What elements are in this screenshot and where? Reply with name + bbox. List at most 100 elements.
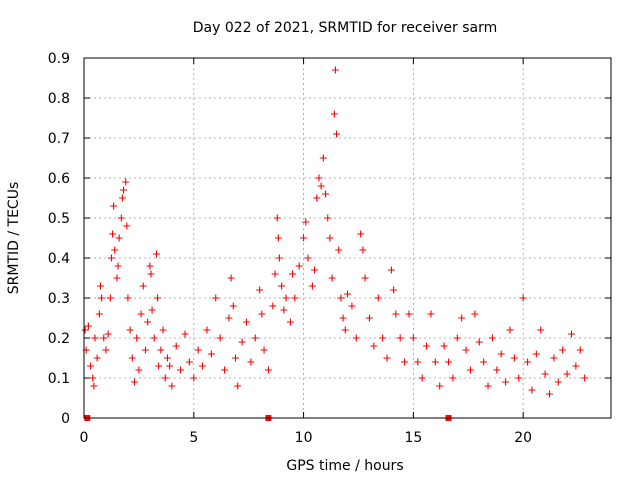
data-point: [567, 330, 575, 338]
data-point: [341, 326, 349, 334]
data-point: [141, 346, 149, 354]
data-point: [238, 338, 246, 346]
data-point: [271, 270, 279, 278]
data-point: [331, 66, 339, 74]
data-point: [546, 390, 554, 398]
data-point: [449, 374, 457, 382]
data-point: [89, 374, 97, 382]
data-points: [81, 66, 589, 398]
data-point: [203, 326, 211, 334]
data-point: [225, 314, 233, 322]
data-point: [154, 294, 162, 302]
data-point: [93, 354, 101, 362]
data-point: [232, 354, 240, 362]
y-tick-label: 0.7: [48, 131, 70, 147]
data-point: [118, 194, 126, 202]
data-point: [131, 378, 139, 386]
data-point: [510, 354, 518, 362]
data-point: [102, 346, 110, 354]
data-point: [414, 358, 422, 366]
data-point: [581, 374, 589, 382]
data-point: [110, 202, 118, 210]
data-point: [194, 346, 202, 354]
data-point: [190, 374, 198, 382]
data-point: [221, 366, 229, 374]
y-tick-label: 0: [61, 411, 70, 427]
data-point: [322, 190, 330, 198]
data-point: [576, 346, 584, 354]
data-point: [559, 346, 567, 354]
data-point: [423, 342, 431, 350]
data-point: [84, 322, 92, 330]
y-tick-label: 0.8: [48, 91, 70, 107]
data-point: [315, 174, 323, 182]
data-point: [289, 270, 297, 278]
data-point: [357, 230, 365, 238]
data-point: [319, 154, 327, 162]
data-point: [515, 374, 523, 382]
y-tick-labels: 0 0.1 0.2 0.3 0.4 0.5 0.6 0.7 0.8 0.9: [48, 51, 70, 427]
data-point: [324, 214, 332, 222]
data-point: [475, 338, 483, 346]
axis-ticks: [83, 57, 611, 419]
data-point: [466, 366, 474, 374]
data-point: [251, 334, 259, 342]
data-point: [359, 246, 367, 254]
data-point: [260, 346, 268, 354]
x-tick-label: 10: [295, 430, 313, 446]
data-point: [453, 334, 461, 342]
data-point: [528, 386, 536, 394]
data-point: [330, 110, 338, 118]
data-point: [401, 358, 409, 366]
data-point: [168, 382, 176, 390]
data-point: [157, 346, 165, 354]
data-point: [128, 354, 136, 362]
data-point: [352, 334, 360, 342]
data-point: [409, 334, 417, 342]
data-point: [124, 294, 132, 302]
data-point: [274, 234, 282, 242]
data-point: [524, 358, 532, 366]
data-point: [161, 374, 169, 382]
data-point: [150, 334, 158, 342]
gridlines: [84, 58, 611, 418]
y-tick-label: 0.2: [48, 331, 70, 347]
data-point: [146, 262, 154, 270]
data-point: [234, 382, 242, 390]
x-tick-label: 0: [80, 430, 89, 446]
plot-frame: [83, 57, 612, 419]
data-point: [480, 358, 488, 366]
data-point: [282, 294, 290, 302]
data-point: [144, 318, 152, 326]
data-point: [462, 346, 470, 354]
data-point: [269, 302, 277, 310]
data-point: [335, 246, 343, 254]
data-point: [519, 294, 527, 302]
data-point: [181, 330, 189, 338]
data-point: [300, 234, 308, 242]
data-point: [152, 250, 160, 258]
x-axis-label: GPS time / hours: [286, 458, 403, 474]
data-point: [115, 234, 123, 242]
data-point: [113, 274, 121, 282]
data-point: [172, 342, 180, 350]
data-point: [98, 294, 106, 302]
data-point: [90, 382, 98, 390]
data-point: [286, 318, 294, 326]
data-point: [96, 282, 104, 290]
data-point: [333, 130, 341, 138]
data-point: [100, 334, 108, 342]
x-tick-label: 15: [404, 430, 422, 446]
data-point: [256, 286, 264, 294]
data-point: [365, 314, 373, 322]
y-tick-label: 0.4: [48, 251, 70, 267]
data-point: [87, 362, 95, 370]
data-point: [111, 246, 119, 254]
data-point: [159, 326, 167, 334]
data-point: [418, 374, 426, 382]
data-point: [541, 370, 549, 378]
y-tick-label: 0.1: [48, 371, 70, 387]
data-point: [311, 266, 319, 274]
data-point: [383, 354, 391, 362]
